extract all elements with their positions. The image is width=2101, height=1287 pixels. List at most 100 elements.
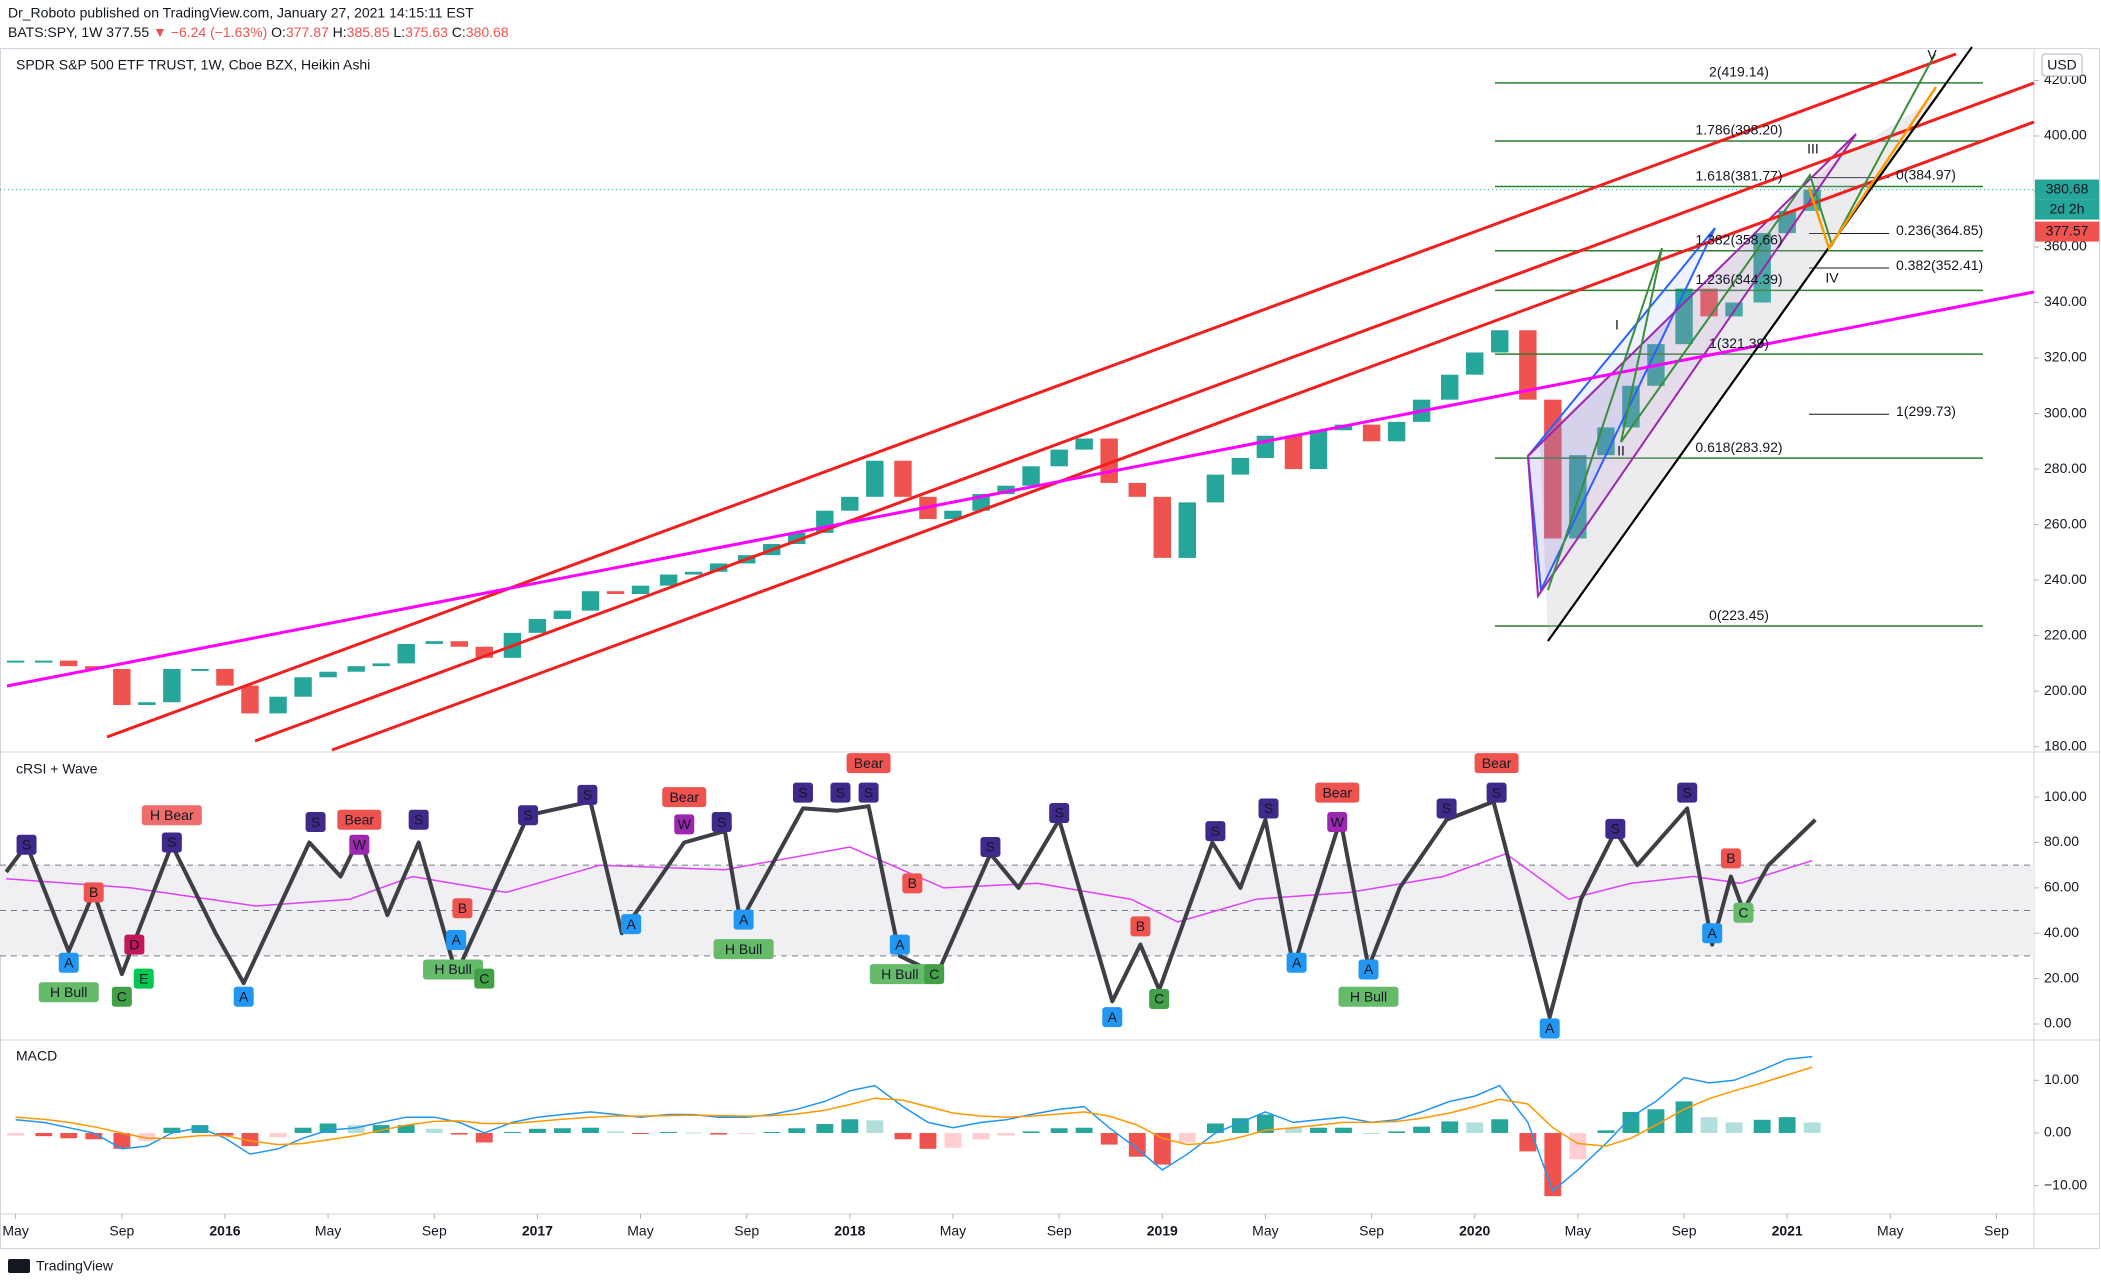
- fib-label: 1.786(398.20): [1695, 122, 1782, 138]
- signal-label: A: [895, 936, 905, 952]
- x-tick-label: May: [315, 1223, 341, 1239]
- candle-body: [1153, 496, 1172, 558]
- signal-label: H Bear: [150, 807, 194, 823]
- y-tick-label: 180.00: [2044, 737, 2087, 753]
- signal-marker: [869, 964, 930, 985]
- x-tick-label: 2016: [209, 1223, 240, 1239]
- histogram-bar: [372, 1125, 390, 1133]
- signal-label: B: [89, 884, 98, 900]
- candle-body: [1466, 352, 1484, 375]
- signal-marker: [1315, 782, 1360, 803]
- candle-body: [269, 696, 287, 714]
- ohlc-key: C:: [452, 24, 466, 40]
- candle-body: [997, 485, 1015, 495]
- histogram-bar: [1441, 1121, 1459, 1133]
- histogram-bar: [738, 1132, 756, 1135]
- candle-body: [659, 574, 678, 586]
- candle-body: [606, 591, 625, 594]
- signal-label: H Bull: [725, 941, 762, 957]
- candle-body: [581, 591, 600, 611]
- histogram-bar: [1050, 1128, 1068, 1133]
- signal-marker: [1338, 986, 1399, 1007]
- histogram-bar: [816, 1124, 834, 1133]
- signal-marker: [1486, 782, 1507, 803]
- histogram-bar: [660, 1131, 678, 1133]
- signal-label: W: [1331, 814, 1345, 830]
- signal-line: [15, 1066, 1813, 1147]
- fib-label: 0.382(352.41): [1896, 257, 1983, 273]
- histogram-bar: [1466, 1122, 1484, 1133]
- drawings: [6, 46, 2035, 752]
- signal-marker: [1327, 812, 1348, 833]
- signal-marker: [713, 939, 774, 960]
- signal-label: B: [1136, 918, 1145, 934]
- signal-label: S: [864, 784, 873, 800]
- candle-body: [1075, 438, 1093, 450]
- histogram-bar: [216, 1132, 234, 1136]
- fib-label: 0.618(283.92): [1695, 439, 1782, 455]
- signal-label: S: [311, 814, 320, 830]
- signal-marker: [141, 805, 202, 826]
- y-tick-label: 340.00: [2044, 293, 2087, 309]
- macd-line: [15, 1055, 1813, 1193]
- histogram-bar: [138, 1132, 156, 1141]
- signal-label: A: [451, 932, 461, 948]
- signal-marker: [1258, 798, 1279, 819]
- histogram-bar: [997, 1132, 1015, 1136]
- candle-body: [866, 460, 884, 497]
- signal-label: H Bull: [881, 966, 918, 982]
- candle-body: [475, 646, 494, 658]
- histogram-bar: [1569, 1132, 1587, 1160]
- signal-marker: [830, 782, 851, 803]
- signal-label: A: [1364, 961, 1374, 977]
- signal-label: S: [523, 807, 532, 823]
- signal-label: A: [1108, 1009, 1118, 1025]
- brand-name: TradingView: [36, 1258, 114, 1274]
- signal-label: Bear: [854, 755, 884, 771]
- histogram-bar: [607, 1131, 624, 1133]
- price-tag: [2035, 179, 2099, 200]
- signal-marker: [16, 834, 37, 855]
- candle-body: [1544, 399, 1562, 539]
- signal-label: H Bull: [1350, 988, 1387, 1004]
- histogram-bar: [1335, 1127, 1352, 1133]
- signal-marker: [337, 809, 382, 830]
- histogram-bar: [191, 1125, 209, 1133]
- candle-body: [241, 685, 259, 714]
- candle-body: [1284, 435, 1303, 470]
- signal-label: S: [1211, 823, 1220, 839]
- signal-label: S: [1611, 821, 1620, 837]
- histogram-bar: [1206, 1123, 1224, 1133]
- signal-label: C: [1738, 905, 1748, 921]
- histogram-bar: [1597, 1130, 1615, 1133]
- price-change: ▼ −6.24 (−1.63%): [153, 24, 267, 40]
- candle-body: [60, 660, 78, 667]
- y-tick-label: 100.00: [2044, 788, 2087, 804]
- candle-body: [1519, 330, 1537, 400]
- signal-label: Bear: [1482, 755, 1512, 771]
- pane-title: MACD: [16, 1048, 57, 1064]
- y-tick-label: 80.00: [2044, 833, 2079, 849]
- signal-marker: [924, 964, 945, 985]
- countdown-tag: [2035, 199, 2099, 220]
- projection-path: [1807, 86, 1938, 251]
- signal-label: B: [908, 875, 917, 891]
- signal-marker: [1102, 1007, 1123, 1028]
- histogram-bar: [163, 1127, 181, 1133]
- y-tick-label: 280.00: [2044, 460, 2087, 476]
- signal-marker: [58, 952, 79, 973]
- x-tick-label: 2018: [834, 1223, 865, 1239]
- histogram-bar: [425, 1128, 443, 1133]
- signal-label: H Bull: [50, 984, 87, 1000]
- histogram-bar: [685, 1132, 703, 1134]
- histogram-bar: [894, 1132, 912, 1140]
- signal-marker: [1474, 753, 1519, 774]
- y-tick-label: 400.00: [2044, 127, 2087, 143]
- trend-line: [1547, 84, 1946, 642]
- candle-body: [216, 668, 234, 686]
- brand: TradingView: [8, 1258, 114, 1274]
- candle-body: [1022, 466, 1040, 486]
- candle-body: [1491, 330, 1509, 353]
- wave-label: I: [1615, 317, 1619, 333]
